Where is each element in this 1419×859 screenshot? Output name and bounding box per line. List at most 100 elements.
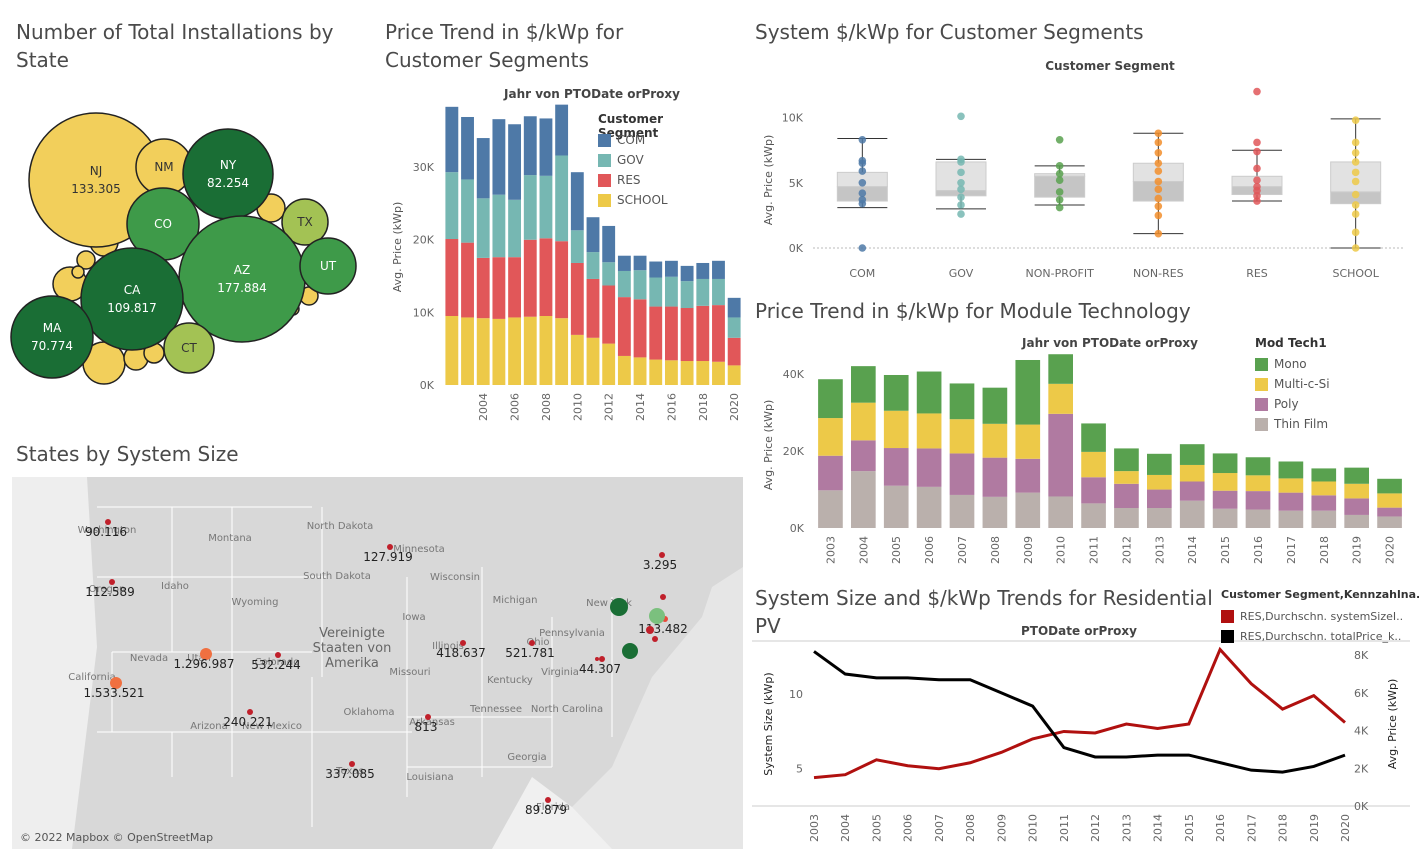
bar-segment [570,172,584,231]
bar-segment [602,343,616,385]
bar-segment [1081,451,1106,478]
map-value-label: 44.307 [579,662,621,676]
bar-segment [664,306,678,361]
bar-segment [1179,500,1205,528]
bar-segment [1377,478,1402,494]
map-value-label: 1.533.521 [83,686,144,700]
map[interactable]: Washington Oregon Idaho Montana North Dakota… [12,477,743,849]
data-point [957,185,965,194]
map-marker [105,519,111,525]
x-tick-label: 2014 [634,393,647,421]
map-marker-cluster [646,626,654,634]
bar-segment [1245,475,1271,492]
legend-item-mono[interactable]: Mono [1255,354,1375,374]
bar-segment [1311,468,1337,482]
bar-segment [649,261,663,278]
map-marker [247,709,253,715]
x-tick-label: SCHOOL [1332,267,1379,280]
data-point [1154,202,1163,211]
map-value-label: 532.244 [251,658,301,672]
segment-legend-title: Customer Segment [598,112,664,140]
data-point [1154,194,1163,203]
bar-segment [1278,492,1304,511]
x-tick-label: 2010 [571,393,584,421]
state-name-label: Kentucky [487,675,533,686]
bubble-state-label: UT [320,259,337,273]
x-tick-label: 2007 [956,536,969,564]
state-bubble [163,322,215,374]
legend-item-school[interactable]: SCHOOL [598,190,718,210]
residential-legend: Customer Segment,Kennzahlna.. RES,Durchs… [1221,588,1419,646]
map-marker [599,656,605,662]
y-tick-label: 10K [782,112,804,125]
residential-title: System Size and $/kWp Trends for Residen… [755,586,1213,638]
map-marker-cluster [622,643,638,659]
map-marker [200,648,212,660]
bar-segment [1179,464,1205,482]
data-point [1351,190,1360,199]
bar-segment [727,337,741,366]
legend-item-thin[interactable]: Thin Film [1255,414,1375,434]
bar-segment [633,255,647,271]
bar-segment [445,172,459,240]
state-name-label: New Mexico [242,721,302,732]
legend-item-gov[interactable]: GOV [598,150,718,170]
bar-segment [1245,491,1271,510]
bar-segment [696,278,710,306]
bar-segment [680,308,694,362]
bar-segment [523,116,537,176]
data-point [1154,167,1163,175]
bar-segment [696,262,710,279]
legend-label: RES,Durchschn. totalPrice_k.. [1240,629,1402,643]
x-tick-label: 2012 [603,393,616,421]
x-tick-label: 2008 [989,536,1002,564]
data-point [1253,87,1261,96]
bar-segment [727,365,741,385]
bar-segment [1245,457,1271,476]
x-tick-label: GOV [949,267,974,280]
data-point [957,168,965,177]
bubble-state-label: NJ [90,164,103,178]
bar-segment [1344,467,1369,484]
data-point [1154,185,1163,194]
map-value-label: 813 [415,720,438,734]
x-tick-label: 2003 [808,814,821,842]
map-value-label: 521.781 [505,646,555,660]
legend-item-res[interactable]: RES [598,170,718,190]
bar-segment [1081,477,1106,504]
map-value-label: 337.085 [325,767,375,781]
bar-segment [982,457,1008,497]
bubble-value-label: 70.774 [31,339,73,353]
legend-item-total-price[interactable]: RES,Durchschn. totalPrice_k.. [1221,626,1417,646]
bar-segment [1377,507,1402,517]
legend-item-poly[interactable]: Poly [1255,394,1375,414]
state-name-label: Minnesota [393,544,445,555]
bar-segment [461,179,474,243]
module-legend-title: Mod Tech1 [1255,336,1327,350]
bubble-state-label: CO [154,217,172,231]
bar-segment [555,318,569,385]
state-name-label: Virginia [541,667,579,678]
bar-segment [1311,510,1337,528]
legend-swatch [1255,357,1268,371]
bar-segment [1212,453,1238,474]
legend-item-multi[interactable]: Multi-c-Si [1255,374,1375,394]
x-tick-label: 2018 [697,393,710,421]
bar-segment [445,106,459,173]
legend-item-com[interactable]: COM [598,130,718,150]
data-point [957,201,965,209]
state-name-label: Illinois [432,641,464,652]
bar-segment [851,471,876,528]
bar-segment [539,118,553,176]
legend-swatch [598,153,611,167]
legend-item-system-size[interactable]: RES,Durchschn. systemSizeI.. [1221,606,1417,626]
data-point [858,135,867,144]
state-name-label: Utah [187,653,211,664]
state-name-label: Oregon [89,584,126,595]
data-point [1154,129,1163,138]
bar-segment [1081,503,1106,528]
bar-segment [445,239,459,316]
data-point [1351,168,1360,177]
data-point [1351,158,1360,166]
x-tick-label: 2009 [1022,536,1035,564]
